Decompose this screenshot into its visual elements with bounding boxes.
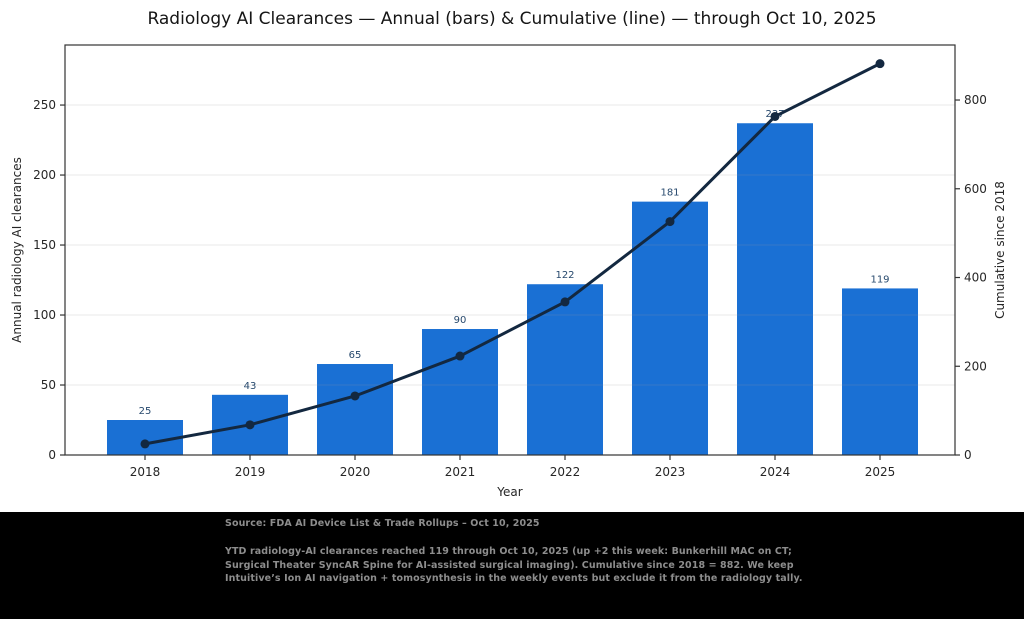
bar-2024 [737, 123, 813, 456]
marker-2019 [245, 420, 255, 430]
footer-caption-inner: Source: FDA AI Device List & Trade Rollu… [0, 512, 1024, 586]
marker-2018 [140, 439, 150, 449]
source-text: Source: FDA AI Device List & Trade Rollu… [225, 518, 540, 529]
y-tick-label-left-50: 50 [41, 378, 56, 392]
y-tick-label-right-200: 200 [964, 359, 987, 373]
bar-label-2023: 181 [660, 188, 679, 199]
plot-frame [64, 44, 956, 456]
y-tick-label-left-250: 250 [33, 98, 56, 112]
x-tick-label-2019: 2019 [235, 465, 266, 479]
y-tick-label-right-600: 600 [964, 182, 987, 196]
cumulative-line [144, 62, 881, 446]
bar-2021 [422, 329, 498, 455]
x-tick-label-2023: 2023 [655, 465, 686, 479]
bar-2020 [317, 364, 393, 455]
y-tick-label-right-400: 400 [964, 271, 987, 285]
marker-2022 [560, 297, 570, 307]
y-axis-label-right: Cumulative since 2018 [993, 181, 1007, 319]
marker-2023 [665, 217, 675, 227]
bar-2022 [527, 284, 603, 455]
plot-area: 2543659012218123711905010015020025002004… [33, 44, 987, 479]
bar-label-2018: 25 [139, 406, 152, 417]
x-axis-label: Year [496, 485, 522, 499]
y-tick-label-left-100: 100 [33, 308, 56, 322]
y-tick-label-left-150: 150 [33, 238, 56, 252]
y-axis-label-left: Annual radiology AI clearances [10, 157, 24, 343]
y-tick-label-left-200: 200 [33, 168, 56, 182]
bar-2018 [107, 420, 183, 455]
marker-2024 [770, 111, 780, 121]
x-tick-label-2024: 2024 [760, 465, 791, 479]
bar-2023 [632, 201, 708, 455]
bar-label-2020: 65 [349, 350, 362, 361]
bar-label-2025: 119 [870, 274, 889, 285]
marker-2020 [350, 391, 360, 401]
bar-2025 [842, 288, 918, 455]
note-text: YTD radiology-AI clearances reached 119 … [225, 546, 803, 584]
x-tick-label-2018: 2018 [130, 465, 161, 479]
marker-2021 [455, 351, 465, 361]
x-tick-label-2021: 2021 [445, 465, 476, 479]
footer-caption-panel: Source: FDA AI Device List & Trade Rollu… [0, 512, 1024, 619]
y-tick-label-left-0: 0 [48, 448, 56, 462]
chart-title: Radiology AI Clearances — Annual (bars) … [147, 9, 877, 29]
chart-plot: 2543659012218123711905010015020025002004… [10, 44, 1007, 499]
bar-label-2022: 122 [555, 270, 574, 281]
bar-label-2021: 90 [454, 315, 467, 326]
marker-2025 [875, 59, 885, 69]
x-tick-label-2020: 2020 [340, 465, 371, 479]
y-tick-label-right-800: 800 [964, 93, 987, 107]
x-tick-label-2022: 2022 [550, 465, 581, 479]
bar-label-2019: 43 [244, 381, 257, 392]
x-tick-label-2025: 2025 [865, 465, 896, 479]
y-tick-label-right-0: 0 [964, 448, 972, 462]
